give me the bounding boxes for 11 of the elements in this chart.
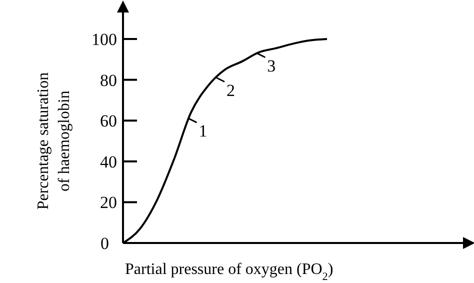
x-axis-title: Partial pressure of oxygen (PO$_{2}$) [125, 261, 334, 283]
annotation: 3 [267, 56, 276, 76]
y-tick-label: 0 [100, 234, 109, 253]
annotation: 2 [226, 80, 235, 100]
y-tick-label: 80 [100, 70, 117, 90]
y-tick-label: 100 [92, 30, 117, 49]
y-axis-title: Percentage saturation of haemoglobin [35, 72, 73, 210]
y-tick-label: 60 [100, 112, 117, 131]
annotation: 1 [198, 122, 208, 141]
y-tick-label: 40 [100, 152, 117, 172]
y-tick-label: 20 [100, 193, 117, 212]
